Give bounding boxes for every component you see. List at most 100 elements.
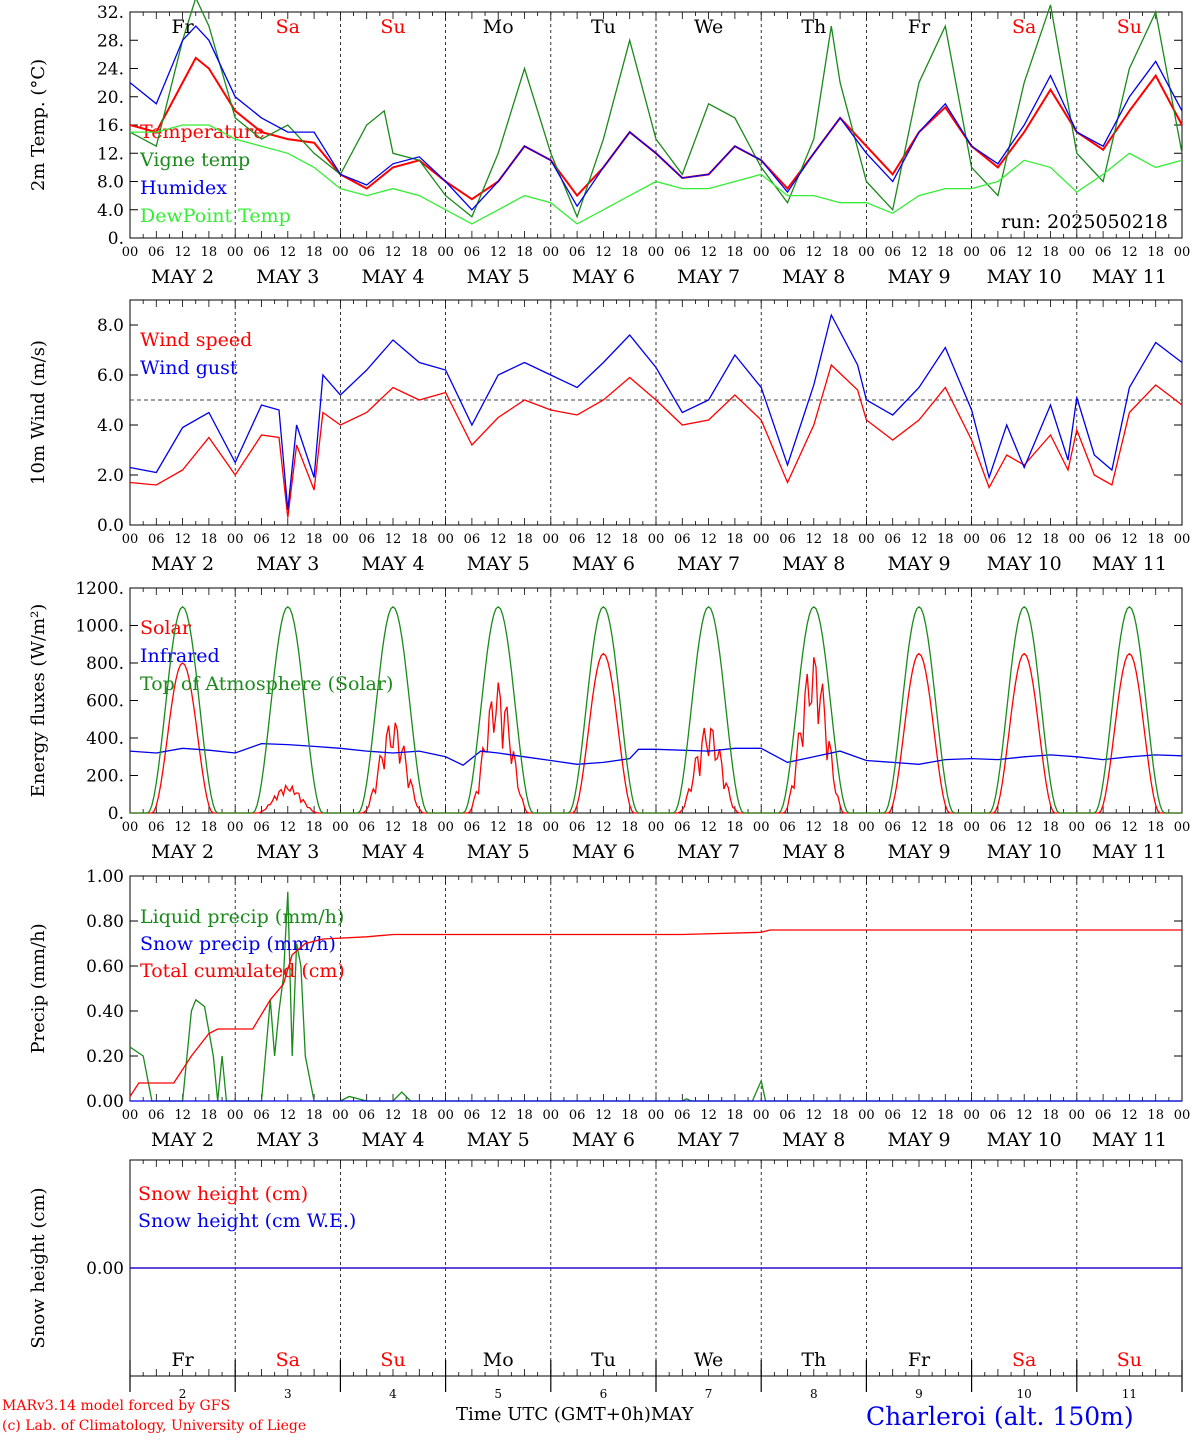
x-hour-label: 18 (621, 532, 638, 547)
x-hour-label: 18 (832, 532, 849, 547)
x-date-label: MAY 5 (467, 266, 530, 288)
x-hour-label: 06 (990, 532, 1007, 547)
y-tick-label: 28. (97, 31, 124, 51)
x-hour-label: 12 (1121, 245, 1138, 260)
x-hour-label: 06 (779, 820, 796, 835)
x-hour-label: 06 (253, 532, 270, 547)
legend-entry: Snow height (cm) (138, 1183, 308, 1205)
x-date-label: MAY 6 (572, 1129, 635, 1151)
x-hour-label: 06 (990, 820, 1007, 835)
y-tick-label: 2.0 (97, 466, 124, 486)
day-label-top: Tu (591, 16, 616, 38)
x-hour-label: 12 (174, 1108, 191, 1123)
x-date-label: MAY 4 (361, 1129, 424, 1151)
x-hour-label: 00 (227, 245, 244, 260)
x-hour-label: 06 (884, 820, 901, 835)
x-hour-label: 18 (832, 245, 849, 260)
y-tick-label: 600. (86, 692, 124, 712)
x-hour-label: 06 (464, 245, 481, 260)
legend-entry: Top of Atmosphere (Solar) (140, 673, 393, 695)
x-date-label: MAY 3 (256, 841, 319, 863)
x-hour-label: 06 (779, 245, 796, 260)
x-hour-label: 06 (464, 1108, 481, 1123)
x-hour-label: 00 (437, 245, 454, 260)
x-hour-label: 12 (1016, 820, 1033, 835)
y-tick-label: 4.0 (97, 416, 124, 436)
x-date-label: MAY 11 (1092, 553, 1167, 575)
day-label-bottom: Fr (171, 1349, 194, 1371)
x-hour-label: 06 (674, 532, 691, 547)
x-hour-label: 12 (700, 245, 717, 260)
x-date-label: MAY 10 (987, 841, 1062, 863)
x-date-label: MAY 2 (151, 553, 214, 575)
day-number: 4 (389, 1387, 397, 1401)
x-date-label: MAY 5 (467, 553, 530, 575)
y-tick-label: 12. (97, 144, 124, 164)
y-axis-label: Snow height (cm) (28, 1187, 49, 1348)
x-date-label: MAY 7 (677, 553, 740, 575)
panel-1: 0. 4.0 8.0 12. 16. 20. 24. 28. 32. 2m Temp. (°C) T… (28, 0, 1190, 288)
day-number: 10 (1017, 1387, 1032, 1401)
x-hour-label: 00 (437, 532, 454, 547)
x-date-label: MAY 3 (256, 266, 319, 288)
x-hour-label: 18 (727, 1108, 744, 1123)
x-hour-label: 06 (569, 1108, 586, 1123)
x-hour-label: 06 (779, 532, 796, 547)
x-hour-label: 18 (201, 1108, 218, 1123)
day-label-bottom: Su (1117, 1349, 1142, 1371)
legend-entry: Total cumulated (cm) (140, 960, 345, 982)
x-date-label: MAY 11 (1092, 266, 1167, 288)
x-hour-label: 18 (1147, 245, 1164, 260)
x-hour-label: 00 (858, 1108, 875, 1123)
y-tick-label: 0.80 (86, 912, 124, 932)
legend-entry: Humidex (140, 177, 227, 199)
x-hour-label: 18 (1042, 245, 1059, 260)
x-date-label: MAY 5 (467, 841, 530, 863)
x-hour-label: 06 (884, 1108, 901, 1123)
x-hour-label: 12 (595, 1108, 612, 1123)
x-hour-label: 18 (411, 820, 428, 835)
series-line-wind-speed (129, 363, 1183, 518)
day-label-bottom: Mo (483, 1349, 514, 1371)
x-hour-label: 00 (332, 245, 349, 260)
y-tick-label: 1200. (75, 579, 124, 599)
day-label-top: Su (1117, 16, 1142, 38)
x-date-label: MAY 7 (677, 266, 740, 288)
x-hour-label: 18 (727, 245, 744, 260)
x-hour-label: 00 (753, 532, 770, 547)
day-label-top: Sa (1012, 16, 1036, 38)
x-hour-label: 12 (595, 245, 612, 260)
x-hour-label: 00 (753, 245, 770, 260)
y-tick-label: 0.20 (86, 1047, 124, 1067)
y-tick-label: 0.00 (86, 1092, 124, 1112)
day-label-bottom: Sa (276, 1349, 300, 1371)
x-hour-label: 00 (963, 1108, 980, 1123)
plot-frame (129, 587, 1183, 814)
x-hour-label: 12 (385, 245, 402, 260)
x-date-label: MAY 5 (467, 1129, 530, 1151)
series-line-dewpoint-temp (130, 124, 1183, 225)
y-tick-label: 1000. (75, 617, 124, 637)
footer-model: MARv3.14 model forced by GFS (2, 1398, 231, 1414)
day-number: 2 (179, 1387, 187, 1401)
y-tick-label: 0. (108, 229, 124, 249)
x-hour-label: 00 (753, 820, 770, 835)
footer-copyright: (c) Lab. of Climatology, University of L… (2, 1418, 307, 1434)
x-axis-label: Time UTC (GMT+0h)MAY (456, 1404, 693, 1425)
y-tick-label: 0.00 (86, 1259, 124, 1279)
y-tick-label: 0.40 (86, 1002, 124, 1022)
x-hour-label: 06 (358, 245, 375, 260)
day-number: 6 (600, 1387, 608, 1401)
x-hour-label: 12 (490, 820, 507, 835)
x-hour-label: 00 (227, 820, 244, 835)
x-hour-label: 06 (1095, 532, 1112, 547)
day-label-bottom: Sa (1012, 1349, 1036, 1371)
y-tick-label: 32. (97, 3, 124, 23)
x-date-label: MAY 4 (361, 553, 424, 575)
x-hour-label: 12 (174, 532, 191, 547)
x-hour-label: 06 (779, 1108, 796, 1123)
x-hour-label: 18 (621, 820, 638, 835)
y-tick-label: 800. (86, 654, 124, 674)
x-hour-label: 12 (806, 245, 823, 260)
x-hour-label: 18 (306, 1108, 323, 1123)
